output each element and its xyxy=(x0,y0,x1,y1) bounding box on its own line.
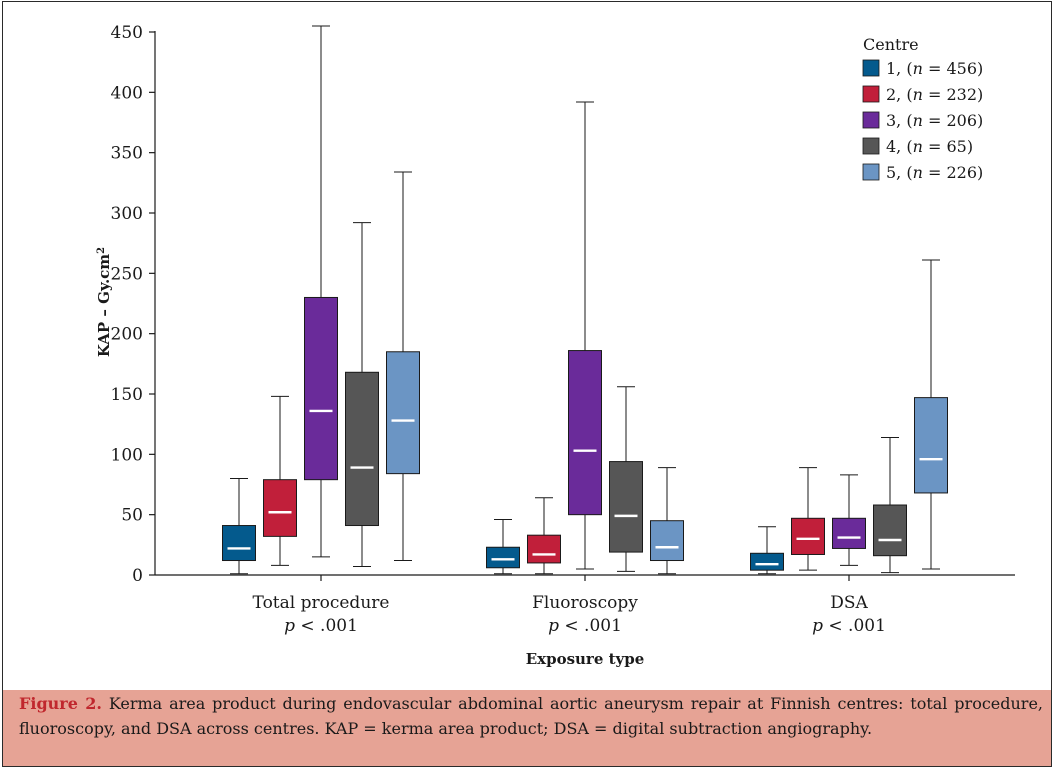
legend-label-n: n xyxy=(913,85,923,104)
box-centre-5 xyxy=(386,171,420,562)
box-centre-1 xyxy=(486,518,520,575)
box-iqr xyxy=(914,397,948,494)
y-tick-label: 200 xyxy=(111,325,143,345)
y-tick-label: 300 xyxy=(111,204,143,224)
p-value-label: p < .001 xyxy=(284,616,358,636)
legend-label-prefix: 5, ( xyxy=(886,163,913,182)
legend-label-prefix: 4, ( xyxy=(886,137,913,156)
legend-label-count: = 226) xyxy=(923,163,983,182)
y-tick-label: 250 xyxy=(111,264,143,284)
caption-label: Figure 2. xyxy=(19,694,102,713)
y-axis-label: KAP – Gy.cm2 xyxy=(95,247,113,357)
box-iqr xyxy=(486,546,520,569)
box-iqr xyxy=(222,525,256,562)
legend-label-count: = 232) xyxy=(923,85,983,104)
y-tick-label: 0 xyxy=(132,566,143,586)
p-value-symbol: p xyxy=(548,616,559,636)
legend-label-n: n xyxy=(913,163,923,182)
p-value-symbol: p xyxy=(284,616,295,636)
x-tick-label: Total procedure xyxy=(253,593,390,613)
legend-label-count: = 65) xyxy=(923,137,973,156)
boxplot-chart: 0 50 100 150 200 250 300 350 400 450 KAP – Gy.cm2 T… xyxy=(95,23,1015,668)
box-centre-4 xyxy=(609,386,643,572)
box-centre-1 xyxy=(750,526,784,575)
box-iqr xyxy=(650,520,684,562)
box-centre-3 xyxy=(832,474,866,566)
box-iqr xyxy=(304,296,338,481)
legend-label-n: n xyxy=(913,59,923,78)
y-tick-label: 150 xyxy=(111,385,143,405)
box-centre-3 xyxy=(304,25,338,558)
legend-label-count: = 456) xyxy=(923,59,983,78)
p-value-label: p < .001 xyxy=(812,616,886,636)
legend-label-n: n xyxy=(913,137,923,156)
box-iqr xyxy=(873,504,907,557)
legend-swatch xyxy=(862,137,880,155)
p-value-text: < .001 xyxy=(559,616,622,636)
legend-label-prefix: 3, ( xyxy=(886,111,913,130)
box-centre-5 xyxy=(914,259,948,570)
box-iqr xyxy=(568,350,602,516)
y-tick-label: 50 xyxy=(121,506,143,526)
legend-title: Centre xyxy=(863,35,919,54)
y-tick-label: 450 xyxy=(111,23,143,43)
legend-label: 3, (n = 206) xyxy=(886,111,983,130)
p-value-text: < .001 xyxy=(295,616,358,636)
box-iqr xyxy=(609,461,643,553)
figure-caption: Figure 2. Kerma area product during endo… xyxy=(3,690,1051,766)
legend-label-prefix: 1, ( xyxy=(886,59,913,78)
box-centre-5 xyxy=(650,467,684,575)
box-iqr xyxy=(345,371,379,527)
box-iqr xyxy=(527,534,561,564)
box-centre-3 xyxy=(568,101,602,570)
box-centre-4 xyxy=(873,436,907,574)
y-axis-label-text: KAP – Gy.cm xyxy=(95,254,113,357)
legend-label-prefix: 2, ( xyxy=(886,85,913,104)
legend-label-count: = 206) xyxy=(923,111,983,130)
box-iqr xyxy=(386,351,420,475)
legend-label: 4, (n = 65) xyxy=(886,137,973,156)
legend-swatch xyxy=(862,111,880,129)
box-centre-2 xyxy=(527,497,561,575)
y-tick-label: 400 xyxy=(111,83,143,103)
y-tick-label: 350 xyxy=(111,144,143,164)
p-value-text: < .001 xyxy=(823,616,886,636)
caption-text: Kerma area product during endovascular a… xyxy=(19,694,1044,738)
box-centre-2 xyxy=(791,467,825,571)
box-iqr xyxy=(750,552,784,571)
box-iqr xyxy=(832,517,866,549)
box-centre-1 xyxy=(222,477,256,575)
legend-label-n: n xyxy=(913,111,923,130)
legend-swatch xyxy=(862,85,880,103)
legend-label: 1, (n = 456) xyxy=(886,59,983,78)
y-tick-label: 100 xyxy=(111,445,143,465)
x-tick-label: Fluoroscopy xyxy=(532,593,638,613)
legend-label: 2, (n = 232) xyxy=(886,85,983,104)
p-value-symbol: p xyxy=(812,616,823,636)
legend-swatch xyxy=(862,59,880,77)
legend-label: 5, (n = 226) xyxy=(886,163,983,182)
box-iqr xyxy=(263,479,297,537)
box-iqr xyxy=(791,517,825,555)
x-axis-label: Exposure type xyxy=(526,650,645,668)
box-centre-2 xyxy=(263,395,297,566)
x-tick-label: DSA xyxy=(830,593,868,613)
legend-swatch xyxy=(862,163,880,181)
y-axis-label-superscript: 2 xyxy=(96,247,107,254)
box-centre-4 xyxy=(345,222,379,568)
p-value-label: p < .001 xyxy=(548,616,622,636)
